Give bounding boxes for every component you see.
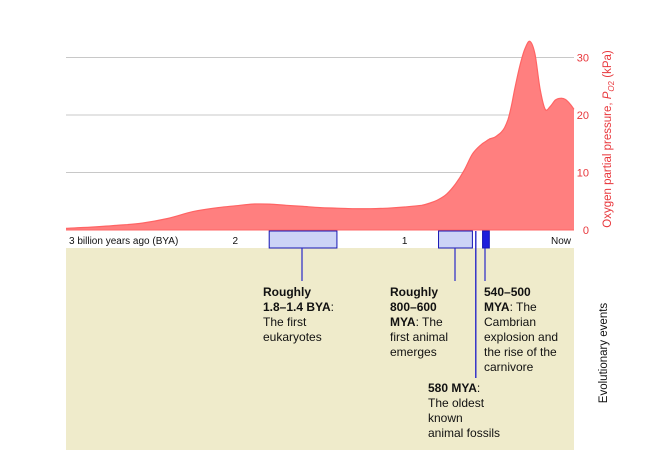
y-axis-title-unit: (kPa) xyxy=(602,50,614,81)
event-first-animal-line-1: first animal xyxy=(390,330,449,344)
oxygen-area-fill xyxy=(66,41,574,230)
x-tick-label-2: 1 xyxy=(402,236,408,247)
event-first-animal-suffix: : The xyxy=(415,315,443,329)
event-fossils-suffix: : xyxy=(476,381,481,395)
event-first-animal-title-2: 800–600 xyxy=(390,300,437,314)
y-tick-label-0: 0 xyxy=(583,225,589,237)
y-axis-title-sub2: 2 xyxy=(607,80,616,85)
event-markers xyxy=(268,230,490,378)
event-cambrian-annotation: 540–500 MYA: The Cambrian explosion and … xyxy=(484,285,558,375)
event-eukaryotes-line-1: The first xyxy=(263,315,307,329)
events-background xyxy=(66,248,574,450)
event-fossils-line-1: The oldest xyxy=(428,396,485,410)
oxygen-area xyxy=(65,40,575,231)
event-eukaryotes-suffix: : xyxy=(330,300,334,314)
event-cambrian-line-2: explosion and xyxy=(484,330,559,344)
y-tick-label-20: 20 xyxy=(577,110,589,122)
y-axis-title: Oxygen partial pressure, PO2 (kPa) xyxy=(602,50,616,228)
y-tick-label-10: 10 xyxy=(577,168,589,180)
event-cambrian-line-1: Cambrian xyxy=(484,315,537,329)
event-cambrian-line-4: carnivore xyxy=(484,360,534,374)
event-eukaryotes-line-2: eukaryotes xyxy=(263,330,322,344)
event-first-animal-line-2: emerges xyxy=(390,345,437,359)
event-cambrian-title-1: 540–500 xyxy=(484,285,531,299)
y-axis-title-sub: O xyxy=(607,85,616,91)
event-first-animal-title-1: Roughly xyxy=(390,285,438,299)
y-tick-label-30: 30 xyxy=(577,53,589,65)
event-cambrian-title-2: MYA xyxy=(484,300,510,314)
event-eukaryotes-title-1: Roughly xyxy=(263,285,311,299)
event-cambrian-suffix: : The xyxy=(509,300,537,314)
event-first-animal-title-3: MYA xyxy=(390,315,416,329)
y-axis-title-main: Oxygen partial pressure, xyxy=(602,99,614,227)
event-fossils-annotation: 580 MYA: The oldest known animal fossils xyxy=(428,381,500,441)
x-tick-label-0: 3 billion years ago (BYA) xyxy=(69,236,178,247)
y-tick-labels: 0 10 20 30 xyxy=(577,53,589,238)
event-fossils-line-3: animal fossils xyxy=(428,426,501,440)
event-bar-0 xyxy=(268,230,338,249)
event-fossils-title: 580 MYA xyxy=(428,381,477,395)
y-axis-title-p: P xyxy=(602,91,614,99)
x-tick-label-3: Now xyxy=(551,236,572,247)
event-fossils-line-2: known xyxy=(428,411,463,425)
event-bar-3 xyxy=(482,230,490,249)
event-eukaryotes-title-2: 1.8–1.4 BYA xyxy=(263,300,331,314)
event-first-animal-annotation: Roughly 800–600 MYA: The first animal em… xyxy=(390,285,448,360)
event-bar-1 xyxy=(438,230,473,249)
events-axis-title: Evolutionary events xyxy=(598,303,610,404)
event-cambrian-line-3: the rise of the xyxy=(484,345,557,359)
x-tick-labels: 3 billion years ago (BYA) 2 1 Now xyxy=(69,236,572,247)
x-tick-label-1: 2 xyxy=(233,236,239,247)
oxygen-series-line xyxy=(65,40,575,229)
event-eukaryotes-annotation: Roughly 1.8–1.4 BYA: The first eukaryote… xyxy=(263,285,334,345)
